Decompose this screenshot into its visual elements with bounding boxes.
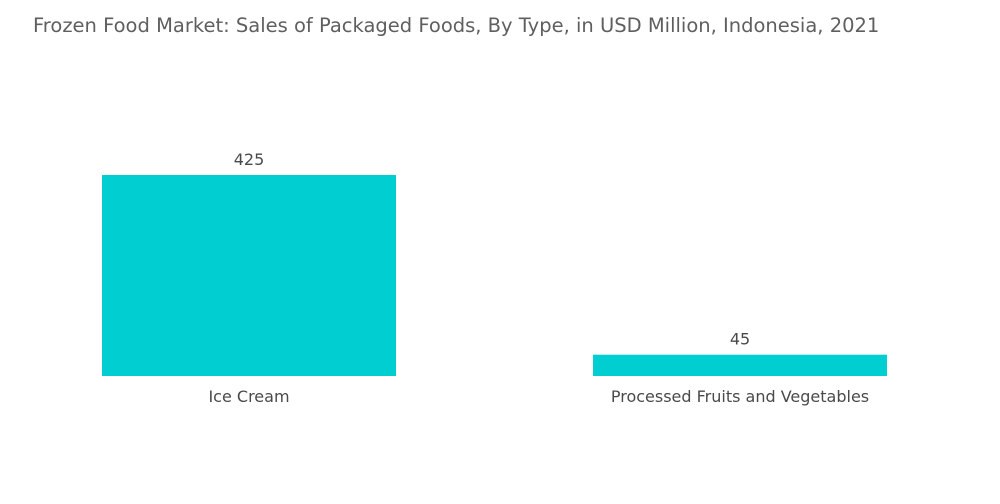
value-label-1: 45 — [730, 330, 750, 349]
category-labels-group: Ice Cream Processed Fruits and Vegetables — [208, 387, 869, 406]
bar-0 — [102, 175, 396, 376]
chart-title: Frozen Food Market: Sales of Packaged Fo… — [33, 14, 880, 37]
category-label-0: Ice Cream — [208, 387, 289, 406]
value-labels-group: 425 45 — [234, 150, 750, 349]
bars-group — [102, 175, 887, 376]
bar-1 — [593, 354, 887, 376]
category-label-1: Processed Fruits and Vegetables — [611, 387, 869, 406]
value-label-0: 425 — [234, 150, 265, 169]
